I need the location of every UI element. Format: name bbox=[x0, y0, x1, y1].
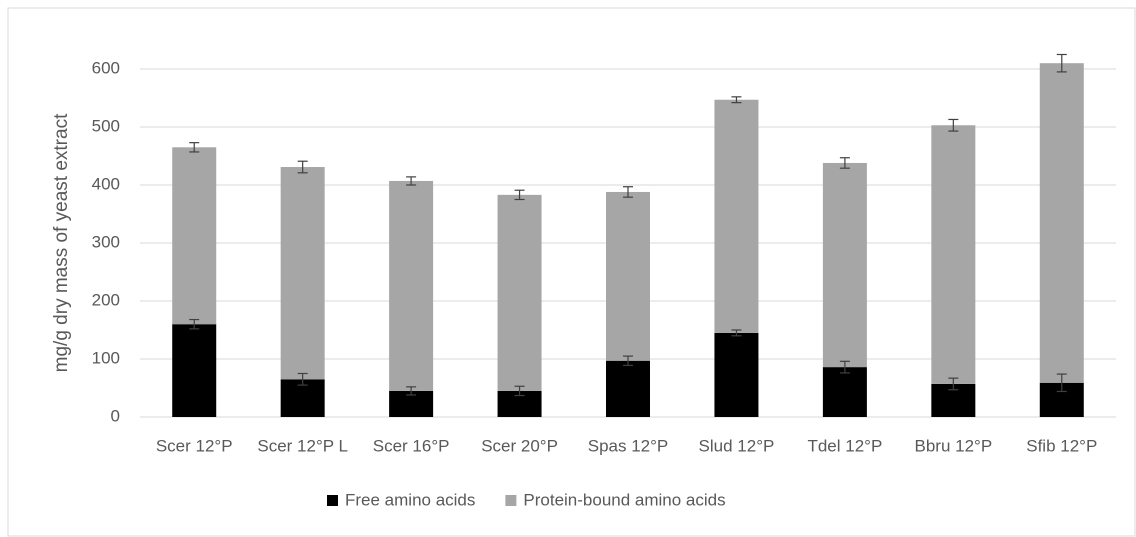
error-bar bbox=[189, 142, 200, 153]
x-tick-label: Scer 16°P bbox=[373, 436, 450, 455]
error-bar bbox=[839, 157, 850, 169]
error-bar bbox=[623, 186, 633, 198]
bar-segment bbox=[606, 191, 650, 361]
y-tick-label: 0 bbox=[111, 406, 120, 425]
x-tick-label: Scer 12°P L bbox=[257, 436, 348, 455]
bar-segment bbox=[1039, 63, 1084, 383]
x-tick-label: Scer 12°P bbox=[156, 436, 233, 455]
error-bar bbox=[297, 160, 308, 174]
error-bar bbox=[406, 176, 417, 186]
x-tick-label: Spas 12°P bbox=[588, 436, 669, 455]
y-tick-label: 100 bbox=[92, 348, 120, 367]
error-bar bbox=[1056, 53, 1067, 73]
error-bar bbox=[948, 118, 959, 132]
error-bar bbox=[1056, 373, 1067, 393]
y-tick-label: 400 bbox=[92, 174, 120, 193]
x-tick-label: Scer 20°P bbox=[481, 436, 558, 455]
bar-segment bbox=[822, 162, 867, 368]
y-tick-label: 500 bbox=[92, 116, 120, 135]
bar-segment bbox=[606, 360, 650, 417]
error-bar bbox=[731, 329, 742, 337]
bar-segment bbox=[714, 332, 759, 417]
x-tick-label: Slud 12°P bbox=[699, 436, 775, 455]
bar-segment bbox=[822, 367, 867, 417]
bar-segment bbox=[280, 167, 325, 380]
y-axis-label: mg/g dry mass of yeast extract bbox=[51, 113, 72, 372]
legend-swatch bbox=[327, 495, 338, 506]
bar-segment bbox=[714, 99, 759, 333]
error-bar bbox=[297, 372, 308, 386]
bar-segment bbox=[389, 180, 434, 391]
legend-label: Free amino acids bbox=[345, 490, 475, 509]
error-bar bbox=[514, 385, 525, 397]
y-tick-label: 200 bbox=[92, 290, 120, 309]
y-tick-label: 300 bbox=[92, 232, 120, 251]
error-bar bbox=[948, 377, 959, 391]
error-bar bbox=[623, 355, 633, 366]
chart-frame bbox=[7, 7, 1136, 537]
legend-label: Protein-bound amino acids bbox=[523, 490, 725, 509]
x-tick-label: Bbru 12°P bbox=[914, 436, 992, 455]
x-tick-label: Sfib 12°P bbox=[1026, 436, 1097, 455]
error-bar bbox=[189, 318, 200, 330]
error-bar bbox=[514, 189, 525, 201]
error-bar bbox=[839, 360, 850, 374]
legend-swatch bbox=[505, 495, 517, 506]
error-bar bbox=[731, 96, 742, 104]
bar-segment bbox=[172, 324, 217, 417]
bar-segment bbox=[172, 147, 217, 325]
bar-segment bbox=[497, 194, 542, 391]
bar-segment bbox=[931, 125, 976, 384]
x-tick-label: Tdel 12°P bbox=[807, 436, 882, 455]
error-bar bbox=[406, 386, 417, 396]
y-tick-label: 600 bbox=[92, 58, 120, 77]
